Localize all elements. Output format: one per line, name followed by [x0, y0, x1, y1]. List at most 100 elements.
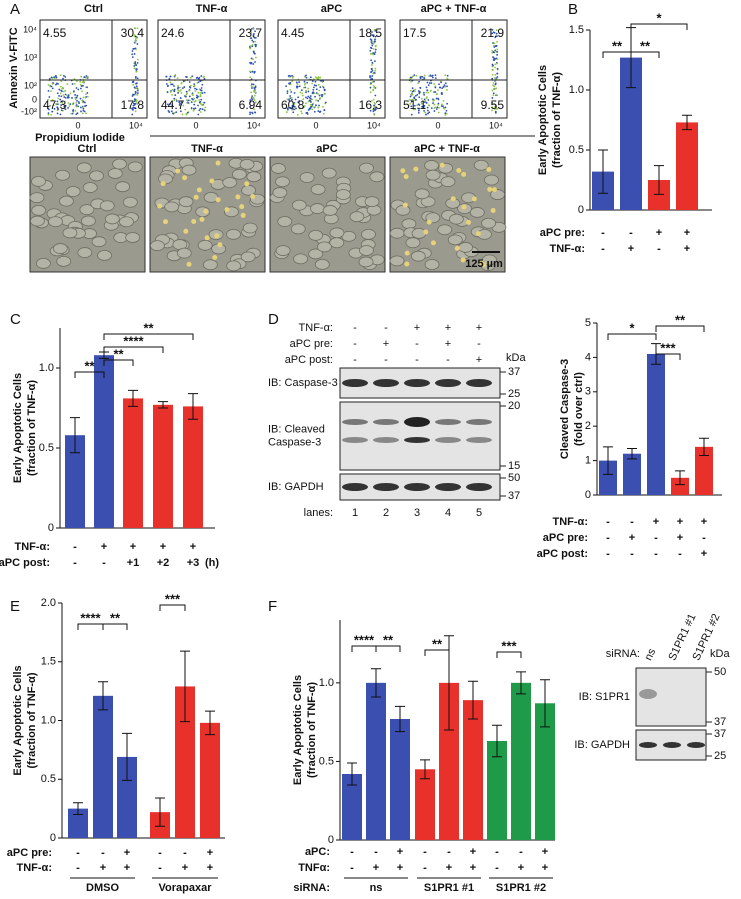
flow-event	[494, 49, 497, 52]
bar	[342, 774, 362, 840]
flow-event	[292, 111, 295, 114]
flow-event	[174, 94, 177, 97]
flow-event	[81, 112, 84, 115]
lanes-label: lanes:	[304, 507, 333, 519]
cell	[202, 259, 218, 271]
flow-event	[369, 38, 372, 41]
flow-event	[496, 76, 499, 78]
flow-event	[428, 75, 431, 77]
flow-event	[193, 97, 196, 100]
significance-label: **	[432, 636, 443, 651]
flow-event	[431, 74, 434, 77]
flow-event	[297, 96, 300, 99]
flow-title: aPC	[321, 3, 342, 15]
significance-bracket	[103, 346, 164, 353]
flow-event	[183, 86, 186, 88]
flow-event	[308, 96, 311, 99]
significance-bracket	[159, 604, 186, 611]
flow-event	[136, 102, 139, 105]
flow-event	[414, 90, 416, 93]
cell	[293, 253, 309, 265]
row-value: -	[415, 338, 419, 350]
flow-event	[496, 58, 499, 60]
flow-event	[197, 113, 200, 116]
flow-event	[371, 44, 374, 47]
flow-event	[372, 98, 375, 101]
flow-event	[493, 57, 496, 60]
flow-event	[79, 97, 82, 100]
rounded-cell	[191, 219, 197, 225]
flow-event	[422, 91, 425, 94]
flow-event	[47, 113, 50, 116]
flow-event	[85, 75, 88, 77]
flow-event	[61, 86, 64, 89]
lane-number: 5	[476, 507, 482, 519]
condition-value: -	[630, 548, 634, 560]
y-tick-label: 0	[578, 204, 584, 216]
cell	[89, 170, 104, 182]
flow-event	[48, 108, 50, 111]
bar	[94, 355, 114, 528]
flow-event	[425, 97, 428, 100]
condition-value: -	[183, 847, 187, 859]
flow-event	[185, 99, 188, 102]
cell	[310, 203, 325, 214]
condition-value: -	[76, 847, 80, 859]
panel-letter: E	[10, 598, 20, 615]
flow-event	[132, 108, 134, 111]
flow-event	[169, 81, 172, 84]
flow-event	[203, 101, 206, 104]
cell	[29, 192, 45, 204]
rounded-cell	[423, 229, 429, 235]
flow-event	[136, 92, 139, 94]
flow-event	[47, 98, 49, 101]
flow-event	[171, 94, 174, 96]
flow-event	[134, 110, 137, 113]
cell	[329, 237, 345, 249]
error-bar	[598, 149, 608, 194]
rounded-cell	[450, 196, 456, 202]
band	[342, 419, 368, 425]
flow-event	[425, 86, 428, 89]
flow-event	[48, 77, 51, 80]
flow-event	[491, 63, 494, 66]
flow-event	[250, 57, 253, 60]
flow-event	[494, 36, 497, 39]
significance-label: **	[110, 610, 121, 625]
band	[373, 437, 399, 443]
cell	[424, 160, 439, 171]
flow-plot	[157, 19, 266, 119]
y-tick-label: 1.0	[41, 714, 56, 726]
condition-label: aPC pre:	[540, 227, 585, 239]
flow-event	[304, 86, 307, 89]
flow-event	[418, 80, 420, 83]
flow-event	[302, 86, 305, 89]
flow-event	[414, 108, 417, 111]
flow-event	[319, 97, 322, 99]
cell	[481, 217, 496, 229]
flow-event	[190, 107, 193, 109]
flow-event	[195, 88, 198, 91]
flow-event	[491, 73, 494, 76]
cell	[395, 204, 411, 216]
cell	[76, 162, 92, 174]
flow-event	[491, 77, 494, 80]
flow-event	[305, 112, 308, 114]
flow-event	[373, 80, 375, 83]
flow-event	[135, 85, 138, 88]
condition-value: -	[101, 847, 105, 859]
blot-label: IB: Cleaved	[268, 423, 325, 435]
flow-event	[67, 102, 70, 104]
flow-event	[428, 82, 431, 84]
flow-event	[60, 95, 63, 98]
condition-value: -	[73, 541, 77, 553]
row-label: aPC post:	[285, 354, 333, 366]
flow-event	[63, 96, 66, 98]
flow-event	[199, 107, 202, 110]
flow-event	[199, 95, 202, 98]
flow-event	[136, 43, 139, 45]
flow-event	[434, 106, 437, 109]
cell	[448, 213, 464, 225]
condition-value: +	[701, 516, 707, 528]
flow-event	[71, 83, 74, 85]
